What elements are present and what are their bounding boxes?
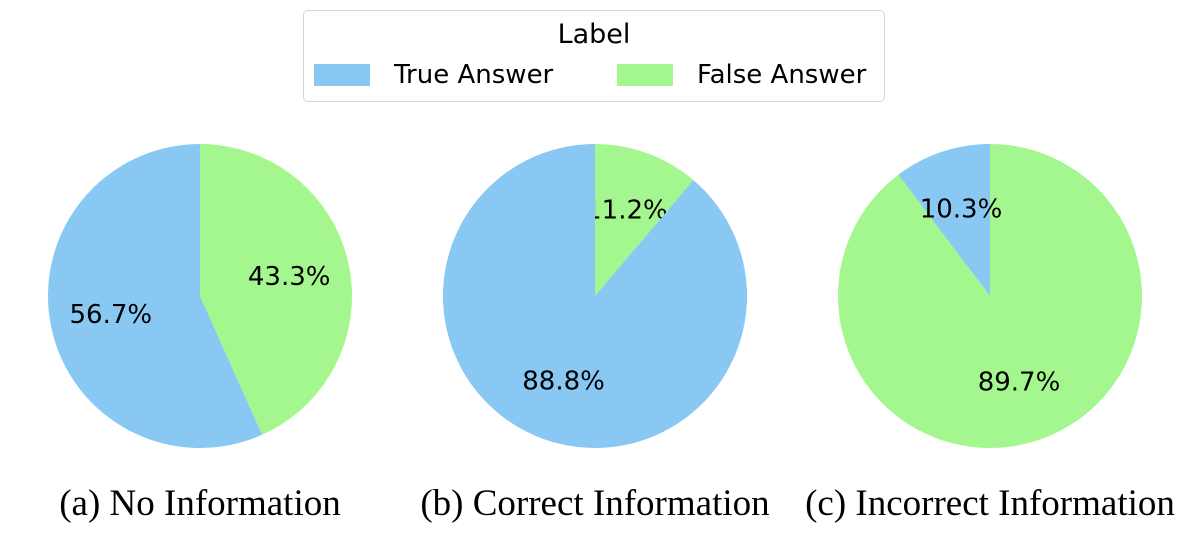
pie-chart-2: 11.2% 88.8% (b) Correct Information: [420, 144, 770, 524]
legend-title: Label: [557, 19, 631, 50]
pie-label-false-answer: 89.7%: [978, 367, 1061, 397]
legend-label-true-answer: True Answer: [394, 60, 554, 90]
legend: Label True Answer False Answer: [303, 10, 885, 102]
pie-label-false-answer: 43.3%: [248, 262, 331, 292]
pie-slice-true-answer: [47, 144, 263, 448]
legend-label-false-answer: False Answer: [697, 60, 867, 90]
pie-label-true-answer: 56.7%: [70, 300, 153, 330]
pie-label-true-answer: 88.8%: [522, 367, 605, 397]
pie-caption: (a) No Information: [59, 483, 341, 524]
legend-entry-false-answer: False Answer: [617, 60, 866, 90]
pie-slice-false-answer: [200, 144, 352, 435]
pie-label-true-answer: 10.3%: [920, 195, 1003, 225]
legend-entry-true-answer: True Answer: [314, 60, 553, 90]
pie-label-false-answer: 11.2%: [585, 195, 668, 225]
pie-chart-3: 89.7% 10.3% (c) Incorrect Information: [805, 144, 1175, 524]
pie-slice-true-answer: [443, 144, 747, 448]
legend-swatch-false-answer: [617, 64, 673, 86]
legend-swatch-true-answer: [314, 64, 370, 86]
pie-slice-false-answer: [595, 144, 694, 296]
pie-chart-1: 43.3% 56.7% (a) No Information: [47, 144, 352, 524]
pie-caption: (b) Correct Information: [420, 483, 769, 524]
pie-caption: (c) Incorrect Information: [805, 483, 1175, 524]
pie-slice-true-answer: [898, 144, 990, 296]
